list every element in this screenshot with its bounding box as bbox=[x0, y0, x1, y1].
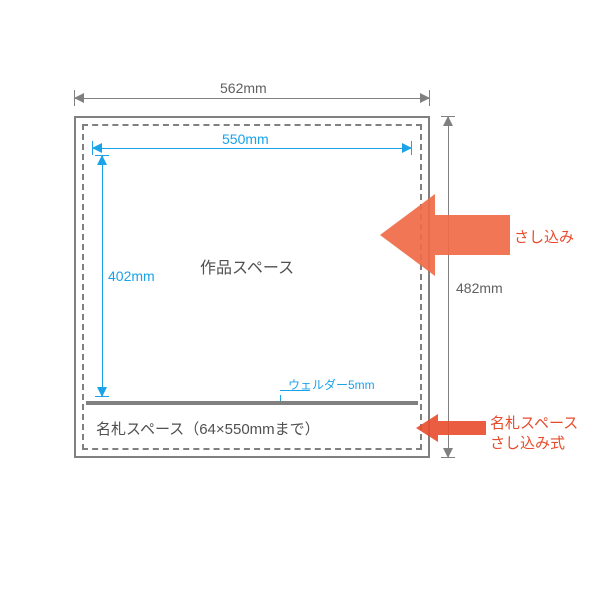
right-dim-line bbox=[448, 116, 449, 458]
top-outer-dim-line bbox=[74, 98, 430, 99]
inner-top-arrow-left bbox=[92, 143, 102, 153]
left-dim-arrow-bottom bbox=[97, 387, 107, 397]
insert-arrow-large bbox=[380, 190, 510, 280]
left-dim-label: 402mm bbox=[108, 268, 155, 284]
inner-top-dim-line bbox=[92, 148, 412, 149]
top-dim-arrow-left bbox=[74, 93, 84, 103]
nameplate-insert-label-2: さし込み式 bbox=[490, 432, 565, 453]
inner-divider bbox=[86, 401, 418, 405]
top-dim-arrow-right bbox=[420, 93, 430, 103]
right-dim-arrow-top bbox=[443, 116, 453, 126]
diagram-canvas: 562mm 550mm 402mm 作品スペース ウェルダー5mm 名札スペース… bbox=[0, 0, 598, 598]
nameplate-space-label: 名札スペース（64×550mmまで） bbox=[96, 418, 320, 439]
insert-arrow-small bbox=[416, 414, 486, 442]
insert-label: さし込み bbox=[514, 226, 574, 247]
work-space-label: 作品スペース bbox=[200, 254, 294, 278]
right-dim-label: 482mm bbox=[456, 280, 503, 296]
nameplate-insert-label-1: 名札スペース bbox=[490, 412, 578, 433]
top-outer-dim-label: 562mm bbox=[220, 80, 267, 96]
inner-top-dim-label: 550mm bbox=[222, 131, 269, 147]
welder-label: ウェルダー5mm bbox=[288, 376, 375, 393]
inner-top-arrow-right bbox=[402, 143, 412, 153]
left-dim-arrow-top bbox=[97, 155, 107, 165]
right-dim-arrow-bottom bbox=[443, 448, 453, 458]
left-dim-line bbox=[102, 155, 103, 397]
